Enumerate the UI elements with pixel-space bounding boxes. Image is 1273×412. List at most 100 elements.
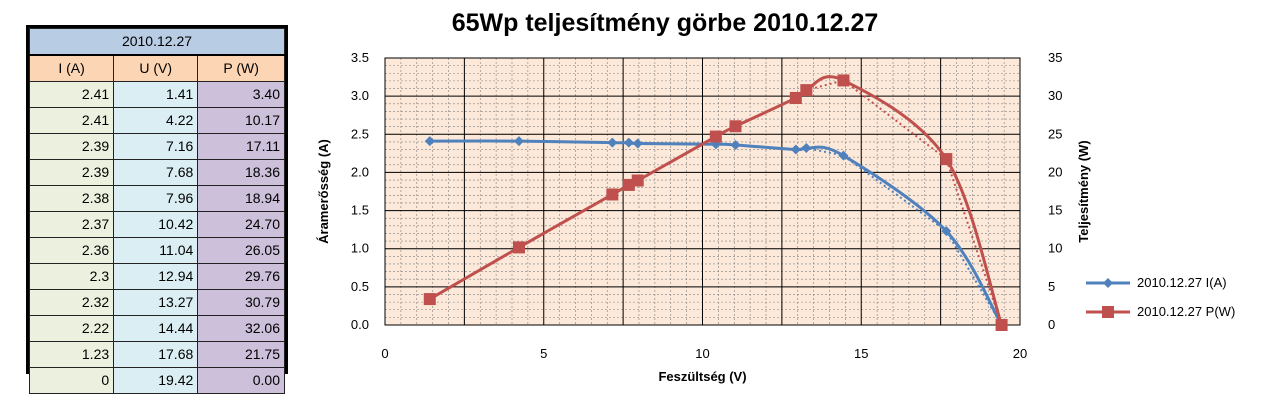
header-voltage: U (V) <box>113 54 199 82</box>
cell-voltage: 12.94 <box>113 263 199 290</box>
cell-power: 0.00 <box>197 367 285 394</box>
y-tick-label: 3.5 <box>351 50 369 65</box>
legend: 2010.12.27 I(A) 2010.12.27 P(W) <box>1086 275 1235 319</box>
y2-tick-label: 20 <box>1048 164 1062 179</box>
series-layer <box>423 74 1008 331</box>
cell-power: 21.75 <box>197 341 285 368</box>
table-row: 2.41 4.22 10.17 <box>28 107 285 134</box>
y-tick-label: 2.5 <box>351 126 369 141</box>
cell-current: 2.37 <box>28 211 115 238</box>
x-tick-label: 5 <box>540 346 547 361</box>
y2-tick-label: 15 <box>1048 203 1062 218</box>
table-row: 2.3 12.94 29.76 <box>28 263 285 290</box>
data-point <box>730 139 741 150</box>
y-tick-label: 2.0 <box>351 164 369 179</box>
cell-power: 18.94 <box>197 185 285 212</box>
header-power: P (W) <box>197 54 285 82</box>
table-date: 2010.12.27 <box>29 28 285 56</box>
data-point <box>838 150 849 161</box>
data-point <box>709 130 722 143</box>
cell-power: 18.36 <box>197 159 285 186</box>
y-tick-label: 0.5 <box>351 279 369 294</box>
x-tick-label: 15 <box>854 346 868 361</box>
cell-voltage: 19.42 <box>113 367 199 394</box>
x-axis-title: Feszültség (V) <box>658 369 746 384</box>
x-tick-label: 20 <box>1013 346 1027 361</box>
cell-current: 2.32 <box>28 289 115 316</box>
table-header-row: I (A) U (V) P (W) <box>28 54 285 82</box>
y-tick-label: 0.0 <box>351 317 369 332</box>
data-point <box>790 144 801 155</box>
y-tick-label: 3.0 <box>351 88 369 103</box>
data-point <box>513 136 524 147</box>
cell-power: 32.06 <box>197 315 285 342</box>
y2-tick-label: 5 <box>1048 279 1055 294</box>
y2-axis-ticks: 0 5 10 15 20 25 30 35 <box>1048 50 1062 332</box>
legend-label: 2010.12.27 P(W) <box>1137 304 1235 319</box>
table-row: 2.37 10.42 24.70 <box>28 211 285 238</box>
table-row: 2.22 14.44 32.06 <box>28 315 285 342</box>
cell-voltage: 11.04 <box>113 237 199 264</box>
cell-current: 2.3 <box>28 263 115 290</box>
cell-power: 10.17 <box>197 107 285 134</box>
cell-current: 0 <box>28 367 115 394</box>
y-axis-ticks: 0.0 0.5 1.0 1.5 2.0 2.5 3.0 3.5 <box>351 50 369 332</box>
legend-marker <box>1102 306 1114 318</box>
y2-tick-label: 30 <box>1048 88 1062 103</box>
data-point <box>607 137 618 148</box>
data-point <box>729 120 742 133</box>
y2-tick-label: 35 <box>1048 50 1062 65</box>
series-line <box>429 139 1003 326</box>
legend-label: 2010.12.27 I(A) <box>1137 275 1227 290</box>
table-row: 0 19.42 0.00 <box>28 367 285 394</box>
series-line <box>429 75 1004 326</box>
data-table: 2010.12.27 I (A) U (V) P (W) 2.41 1.41 3.4… <box>26 25 288 394</box>
cell-current: 2.39 <box>28 159 115 186</box>
y-tick-label: 1.0 <box>351 241 369 256</box>
data-point <box>623 137 634 148</box>
data-point <box>837 74 850 87</box>
table-row: 2.36 11.04 26.05 <box>28 237 285 264</box>
legend-marker <box>1103 278 1113 288</box>
cell-voltage: 7.16 <box>113 133 199 160</box>
data-point <box>995 319 1008 331</box>
data-point <box>801 143 812 154</box>
x-tick-label: 0 <box>381 346 388 361</box>
data-point <box>423 293 436 306</box>
cell-voltage: 7.96 <box>113 185 199 212</box>
cell-power: 24.70 <box>197 211 285 238</box>
x-tick-label: 10 <box>695 346 709 361</box>
cell-voltage: 13.27 <box>113 289 199 316</box>
data-point <box>940 153 953 166</box>
data-point <box>941 226 952 237</box>
data-point <box>631 174 644 187</box>
cell-power: 26.05 <box>197 237 285 264</box>
cell-voltage: 1.41 <box>113 81 199 108</box>
data-point <box>424 136 435 147</box>
cell-current: 2.38 <box>28 185 115 212</box>
cell-power: 30.79 <box>197 289 285 316</box>
table-row: 2.39 7.68 18.36 <box>28 159 285 186</box>
y2-axis-title: Teljesítmény (W) <box>1076 140 1091 242</box>
cell-current: 2.41 <box>28 81 115 108</box>
table-row: 2.32 13.27 30.79 <box>28 289 285 316</box>
data-point <box>789 91 802 104</box>
y2-tick-label: 0 <box>1048 317 1055 332</box>
chart-title: 65Wp teljesítmény görbe 2010.12.27 <box>451 9 879 37</box>
cell-power: 29.76 <box>197 263 285 290</box>
x-axis-ticks: 0 5 10 15 20 <box>381 346 1027 361</box>
table-row: 2.38 7.96 18.94 <box>28 185 285 212</box>
cell-current: 1.23 <box>28 341 115 368</box>
table-date-row: 2010.12.27 <box>29 28 285 56</box>
table-row: 2.39 7.16 17.11 <box>28 133 285 160</box>
data-point <box>800 84 813 97</box>
table-row: 2.41 1.41 3.40 <box>28 81 285 108</box>
data-point <box>606 188 619 201</box>
cell-power: 3.40 <box>197 81 285 108</box>
y2-tick-label: 25 <box>1048 126 1062 141</box>
data-point <box>512 241 525 254</box>
cell-current: 2.22 <box>28 315 115 342</box>
cell-voltage: 7.68 <box>113 159 199 186</box>
table-row: 1.23 17.68 21.75 <box>28 341 285 368</box>
